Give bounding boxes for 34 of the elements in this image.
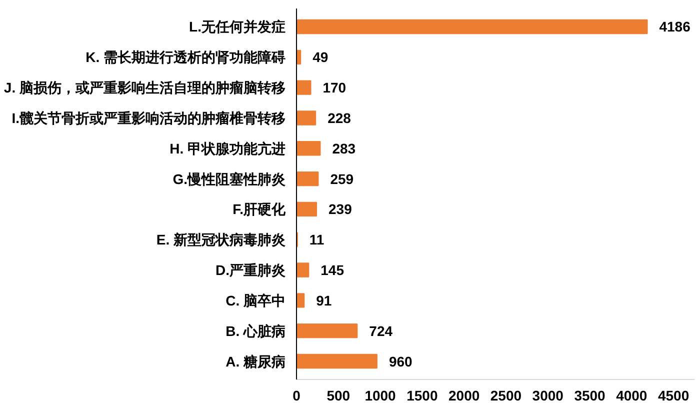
x-tick-label: 1000 <box>364 388 396 403</box>
y-tick-label: D.严重肺炎 <box>216 262 286 278</box>
y-tick-label: E. 新型冠状病毒肺炎 <box>156 232 286 248</box>
x-tick-label: 0 <box>292 388 301 403</box>
y-tick-label: B. 心脏病 <box>226 322 286 339</box>
y-tick-label: F.肝硬化 <box>232 201 286 218</box>
y-tick-label: K. 需长期进行透析的肾功能障碍 <box>86 49 286 66</box>
data-label: 283 <box>332 140 356 156</box>
x-tick-label: 3000 <box>532 388 564 403</box>
x-tick-label: 2000 <box>448 388 480 403</box>
y-tick-label: G.慢性阻塞性肺炎 <box>172 170 286 187</box>
x-tick-label: 4000 <box>616 388 648 403</box>
data-label: 724 <box>369 322 393 339</box>
data-label: 239 <box>328 201 352 218</box>
x-tick-label: 1500 <box>406 388 438 403</box>
data-label: 4186 <box>659 18 691 35</box>
y-tick-label: A. 糖尿病 <box>226 353 286 370</box>
data-label: 91 <box>316 292 332 308</box>
data-label: 145 <box>320 262 344 278</box>
data-label: 170 <box>322 80 346 96</box>
x-tick-label: 4500 <box>658 388 690 403</box>
x-tick-label: 500 <box>326 388 350 403</box>
data-label: 259 <box>330 170 354 187</box>
data-label: 960 <box>388 353 413 370</box>
y-tick-label: C. 脑卒中 <box>226 292 286 308</box>
data-label: 228 <box>328 110 352 126</box>
y-tick-label: L.无任何并发症 <box>189 18 286 35</box>
data-label: 11 <box>309 232 324 248</box>
data-label: 49 <box>312 49 328 66</box>
y-tick-label: H. 甲状腺功能亢进 <box>170 140 286 156</box>
x-tick-label: 3500 <box>574 388 606 403</box>
y-tick-label: I.髋关节骨折或严重影响活动的肿瘤椎骨转移 <box>12 110 286 126</box>
y-tick-label: J. 脑损伤，或严重影响生活自理的肿瘤脑转移 <box>4 80 286 96</box>
x-tick-label: 2500 <box>490 388 522 403</box>
